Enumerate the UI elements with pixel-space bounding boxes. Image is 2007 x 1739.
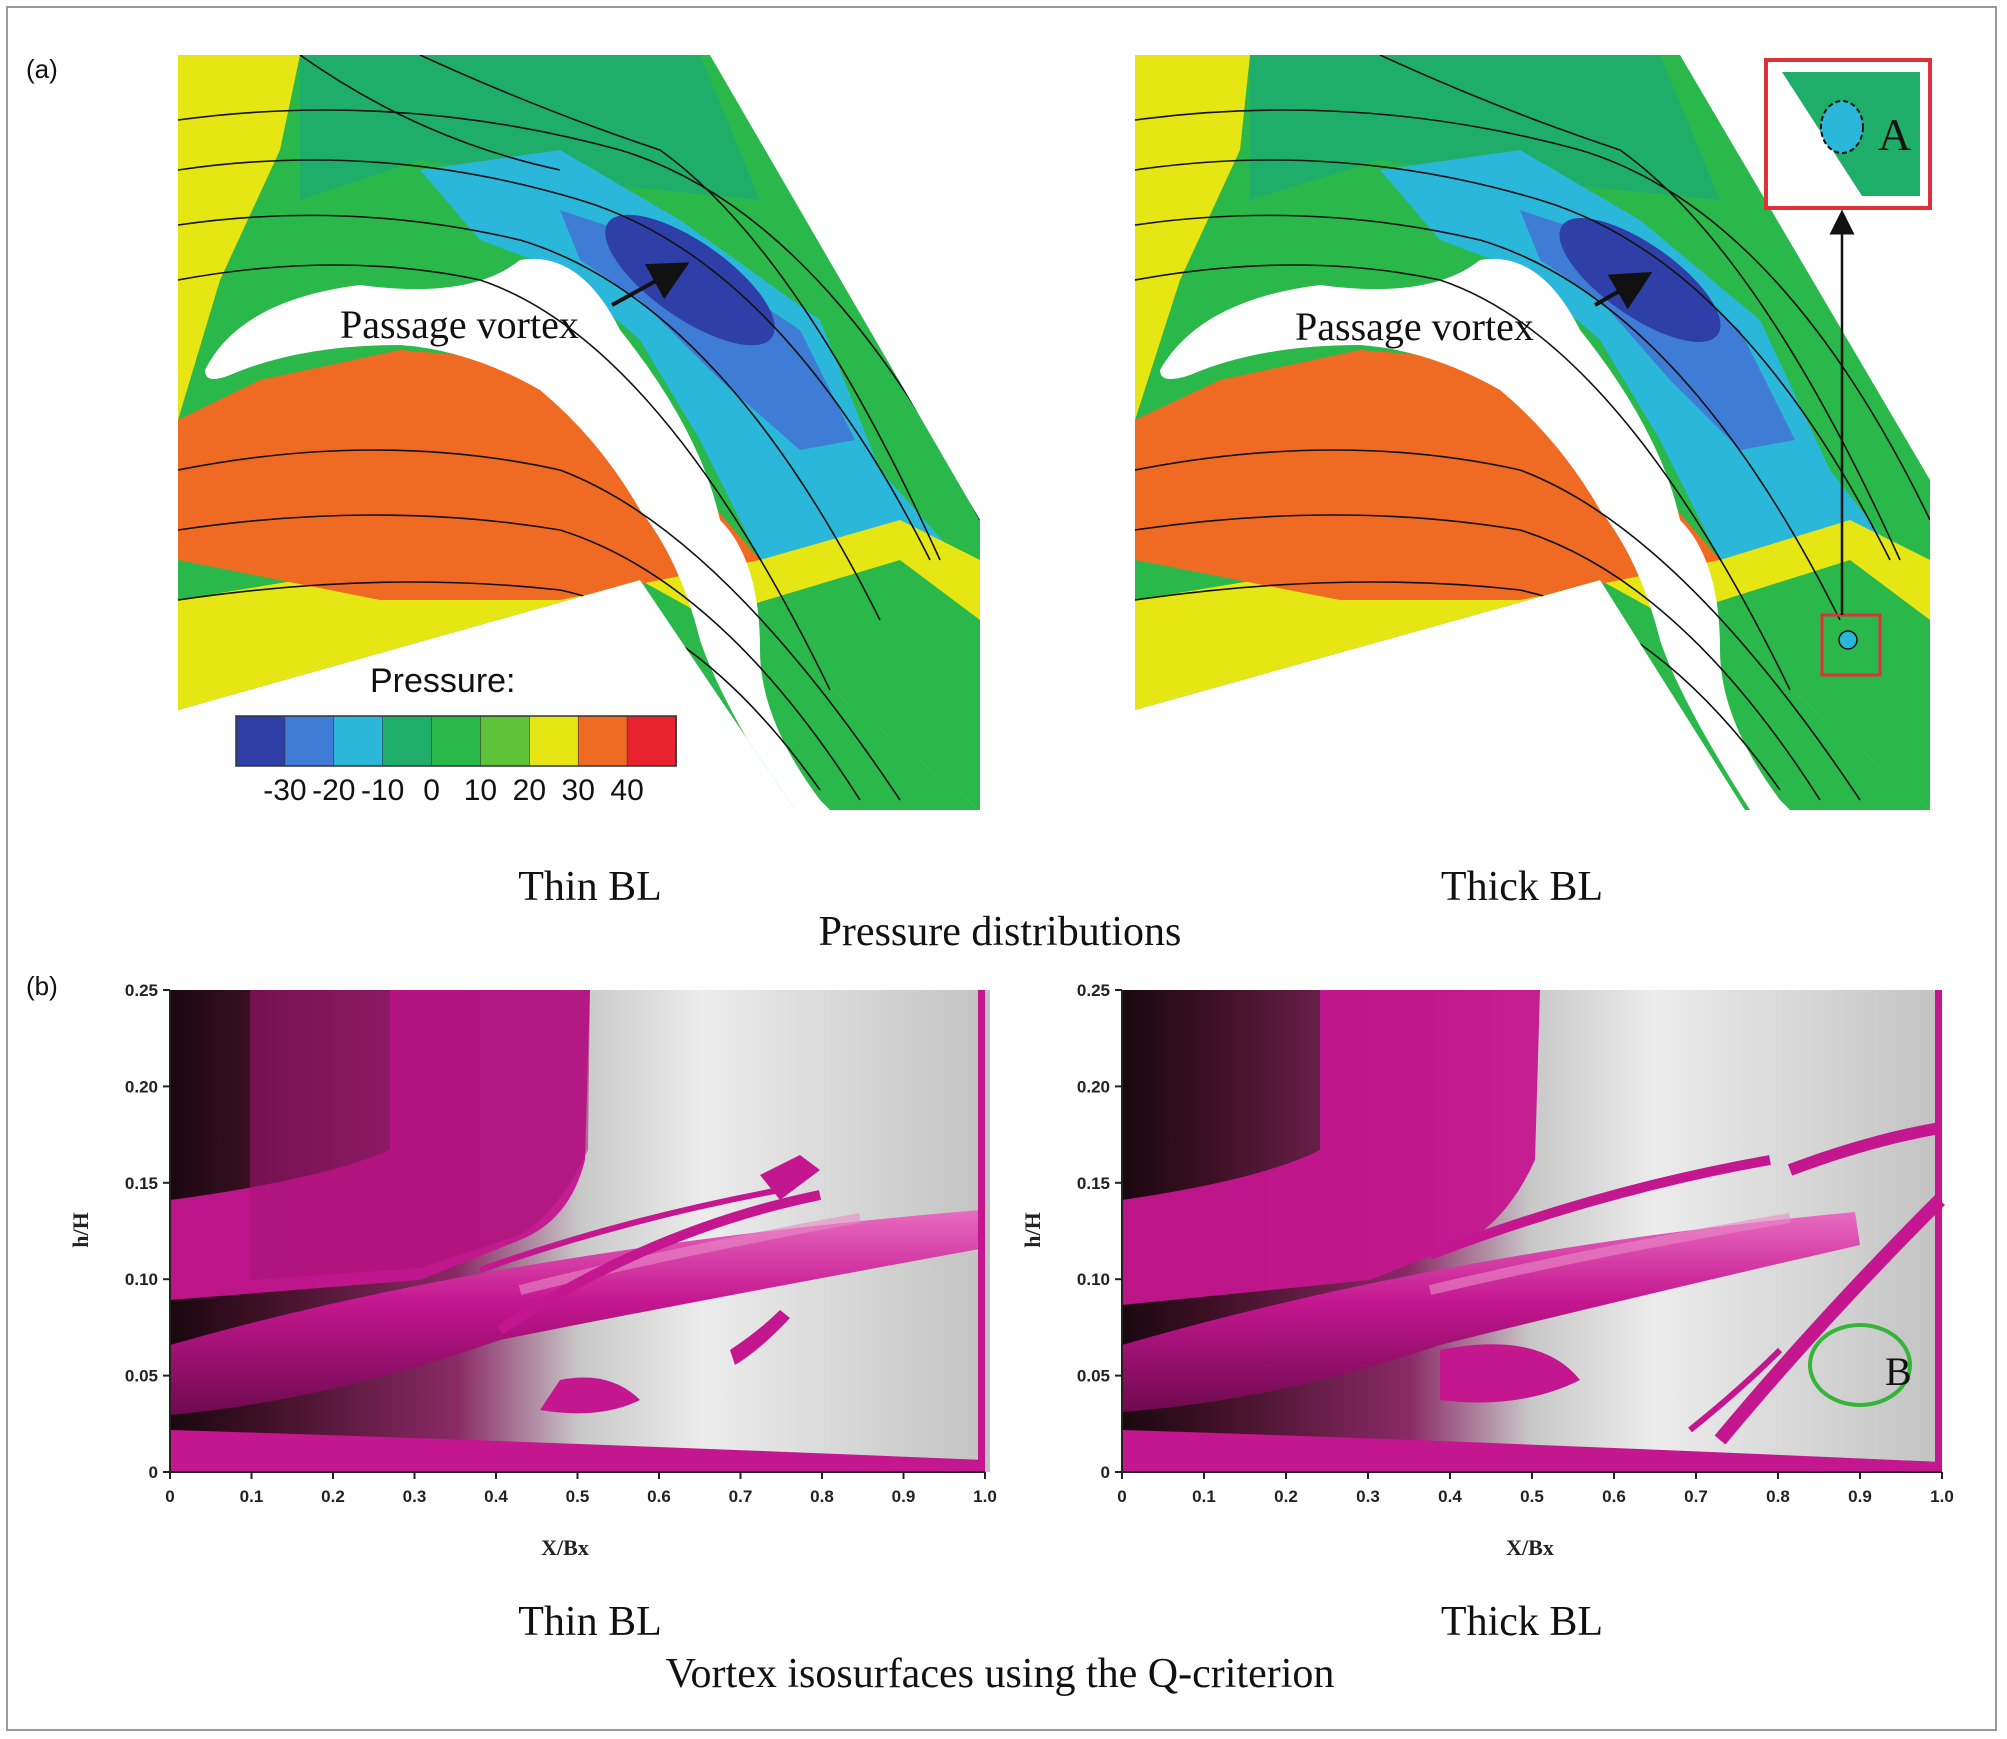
legend-swatches	[235, 715, 677, 767]
inset-a-label: A	[1878, 109, 1911, 160]
x-axis-title-right: X/Bx	[1506, 1535, 1554, 1560]
x-tick-label: 0.9	[1848, 1487, 1872, 1506]
x-tick-label: 0.8	[810, 1487, 834, 1506]
x-axis-ticks-right: 0 0.1 0.2 0.3 0.4 0.5 0.6 0.7 0.8 0.9 1.0	[1117, 1472, 1954, 1506]
passage-vortex-arrow-left	[611, 262, 690, 307]
y-tick-label: 0	[149, 1463, 158, 1482]
passage-vortex-arrow-right	[1594, 272, 1653, 310]
x-tick-label: 0.1	[240, 1487, 264, 1506]
legend-tick-label: -20	[312, 774, 355, 807]
y-axis-title-right: h/H	[1020, 1212, 1045, 1247]
y-tick-label: 0.25	[125, 981, 158, 1000]
x-tick-label: 0.6	[647, 1487, 671, 1506]
section-caption-b: Vortex isosurfaces using the Q-criterion	[666, 1651, 1335, 1697]
panel-a-label: (a)	[26, 54, 58, 84]
legend-swatch	[235, 715, 286, 767]
y-tick-label: 0.25	[1077, 981, 1110, 1000]
caption-thick-bl-a: Thick BL	[1441, 864, 1603, 910]
x-tick-label: 0.7	[1684, 1487, 1708, 1506]
marker-circle-b	[1808, 1323, 1912, 1407]
x-tick-label: 1.0	[973, 1487, 997, 1506]
legend-swatch	[480, 715, 531, 767]
legend-ticks: -30 -20 -10 0 10 20 30 40	[263, 774, 644, 807]
y-tick-label: 0.05	[1077, 1367, 1110, 1386]
legend-swatch	[333, 715, 384, 767]
x-tick-label: 0.5	[1520, 1487, 1544, 1506]
pressure-contour-thin-bl: Passage vortex	[178, 55, 980, 810]
caption-thin-bl-a: Thin BL	[518, 864, 662, 910]
x-axis-ticks-left: 0 0.1 0.2 0.3 0.4 0.5 0.6 0.7 0.8 0.9 1.0	[165, 1472, 997, 1506]
legend-title: Pressure:	[370, 662, 516, 700]
x-tick-label: 0.8	[1766, 1487, 1790, 1506]
legend-tick-label: 30	[562, 774, 595, 807]
caption-thick-bl-b: Thick BL	[1441, 1599, 1603, 1645]
x-tick-label: 0.1	[1192, 1487, 1216, 1506]
legend-swatch	[382, 715, 433, 767]
x-tick-label: 0.7	[729, 1487, 753, 1506]
marker-b-label: B	[1885, 1349, 1912, 1394]
figure-frame	[6, 6, 1997, 1731]
pressure-legend: Pressure: -30 -20 -10 0 10 20 30 40	[235, 662, 677, 807]
y-tick-label: 0.15	[1077, 1174, 1110, 1193]
pressure-contour-thick-bl: Passage vortex A	[1135, 55, 1932, 810]
panel-b-label: (b)	[26, 971, 58, 1001]
y-axis-ticks-left: 0 0.05 0.10 0.15 0.20 0.25	[125, 981, 170, 1482]
y-tick-label: 0	[1101, 1463, 1110, 1482]
isosurface-thick-bl: B	[1122, 990, 1945, 1472]
y-tick-label: 0.20	[125, 1077, 158, 1096]
highlight-box-small	[1820, 613, 1882, 677]
x-tick-label: 1.0	[1930, 1487, 1954, 1506]
axes-right-b: 0 0.1 0.2 0.3 0.4 0.5 0.6 0.7 0.8 0.9 1.0 0 0.05 0.1…	[1020, 981, 1954, 1560]
x-tick-label: 0.9	[892, 1487, 916, 1506]
passage-vortex-annotation-left: Passage vortex	[340, 302, 579, 347]
x-tick-label: 0.2	[321, 1487, 345, 1506]
legend-swatch	[284, 715, 335, 767]
y-axis-ticks-right: 0 0.05 0.10 0.15 0.20 0.25	[1077, 981, 1122, 1482]
y-tick-label: 0.05	[125, 1367, 158, 1386]
x-tick-label: 0	[165, 1487, 174, 1506]
y-tick-label: 0.10	[125, 1270, 158, 1289]
legend-tick-label: 40	[610, 774, 643, 807]
x-tick-label: 0.5	[566, 1487, 590, 1506]
legend-tick-label: -30	[263, 774, 306, 807]
legend-swatch	[529, 715, 580, 767]
y-axis-title-left: h/H	[68, 1212, 93, 1247]
legend-swatch	[431, 715, 482, 767]
x-tick-label: 0	[1117, 1487, 1126, 1506]
section-caption-a: Pressure distributions	[819, 909, 1182, 955]
x-tick-label: 0.3	[1356, 1487, 1380, 1506]
legend-tick-label: 0	[423, 774, 440, 807]
caption-thin-bl-b: Thin BL	[518, 1599, 662, 1645]
isosurface-thin-bl	[170, 990, 990, 1472]
x-tick-label: 0.4	[484, 1487, 508, 1506]
legend-tick-label: 20	[513, 774, 546, 807]
legend-tick-label: -10	[361, 774, 404, 807]
x-tick-label: 0.6	[1602, 1487, 1626, 1506]
y-tick-label: 0.20	[1077, 1077, 1110, 1096]
x-tick-label: 0.4	[1438, 1487, 1462, 1506]
legend-swatch	[577, 715, 628, 767]
inset-a: A	[1764, 58, 1932, 210]
passage-vortex-annotation-right: Passage vortex	[1295, 304, 1534, 349]
y-tick-label: 0.15	[125, 1174, 158, 1193]
legend-tick-label: 10	[464, 774, 497, 807]
y-tick-label: 0.10	[1077, 1270, 1110, 1289]
x-axis-title-left: X/Bx	[541, 1535, 589, 1560]
axes-left-b: 0 0.1 0.2 0.3 0.4 0.5 0.6 0.7 0.8 0.9 1.0 0 0.05 0.1…	[68, 981, 997, 1560]
x-tick-label: 0.2	[1274, 1487, 1298, 1506]
legend-swatch	[626, 715, 677, 767]
x-tick-label: 0.3	[403, 1487, 427, 1506]
